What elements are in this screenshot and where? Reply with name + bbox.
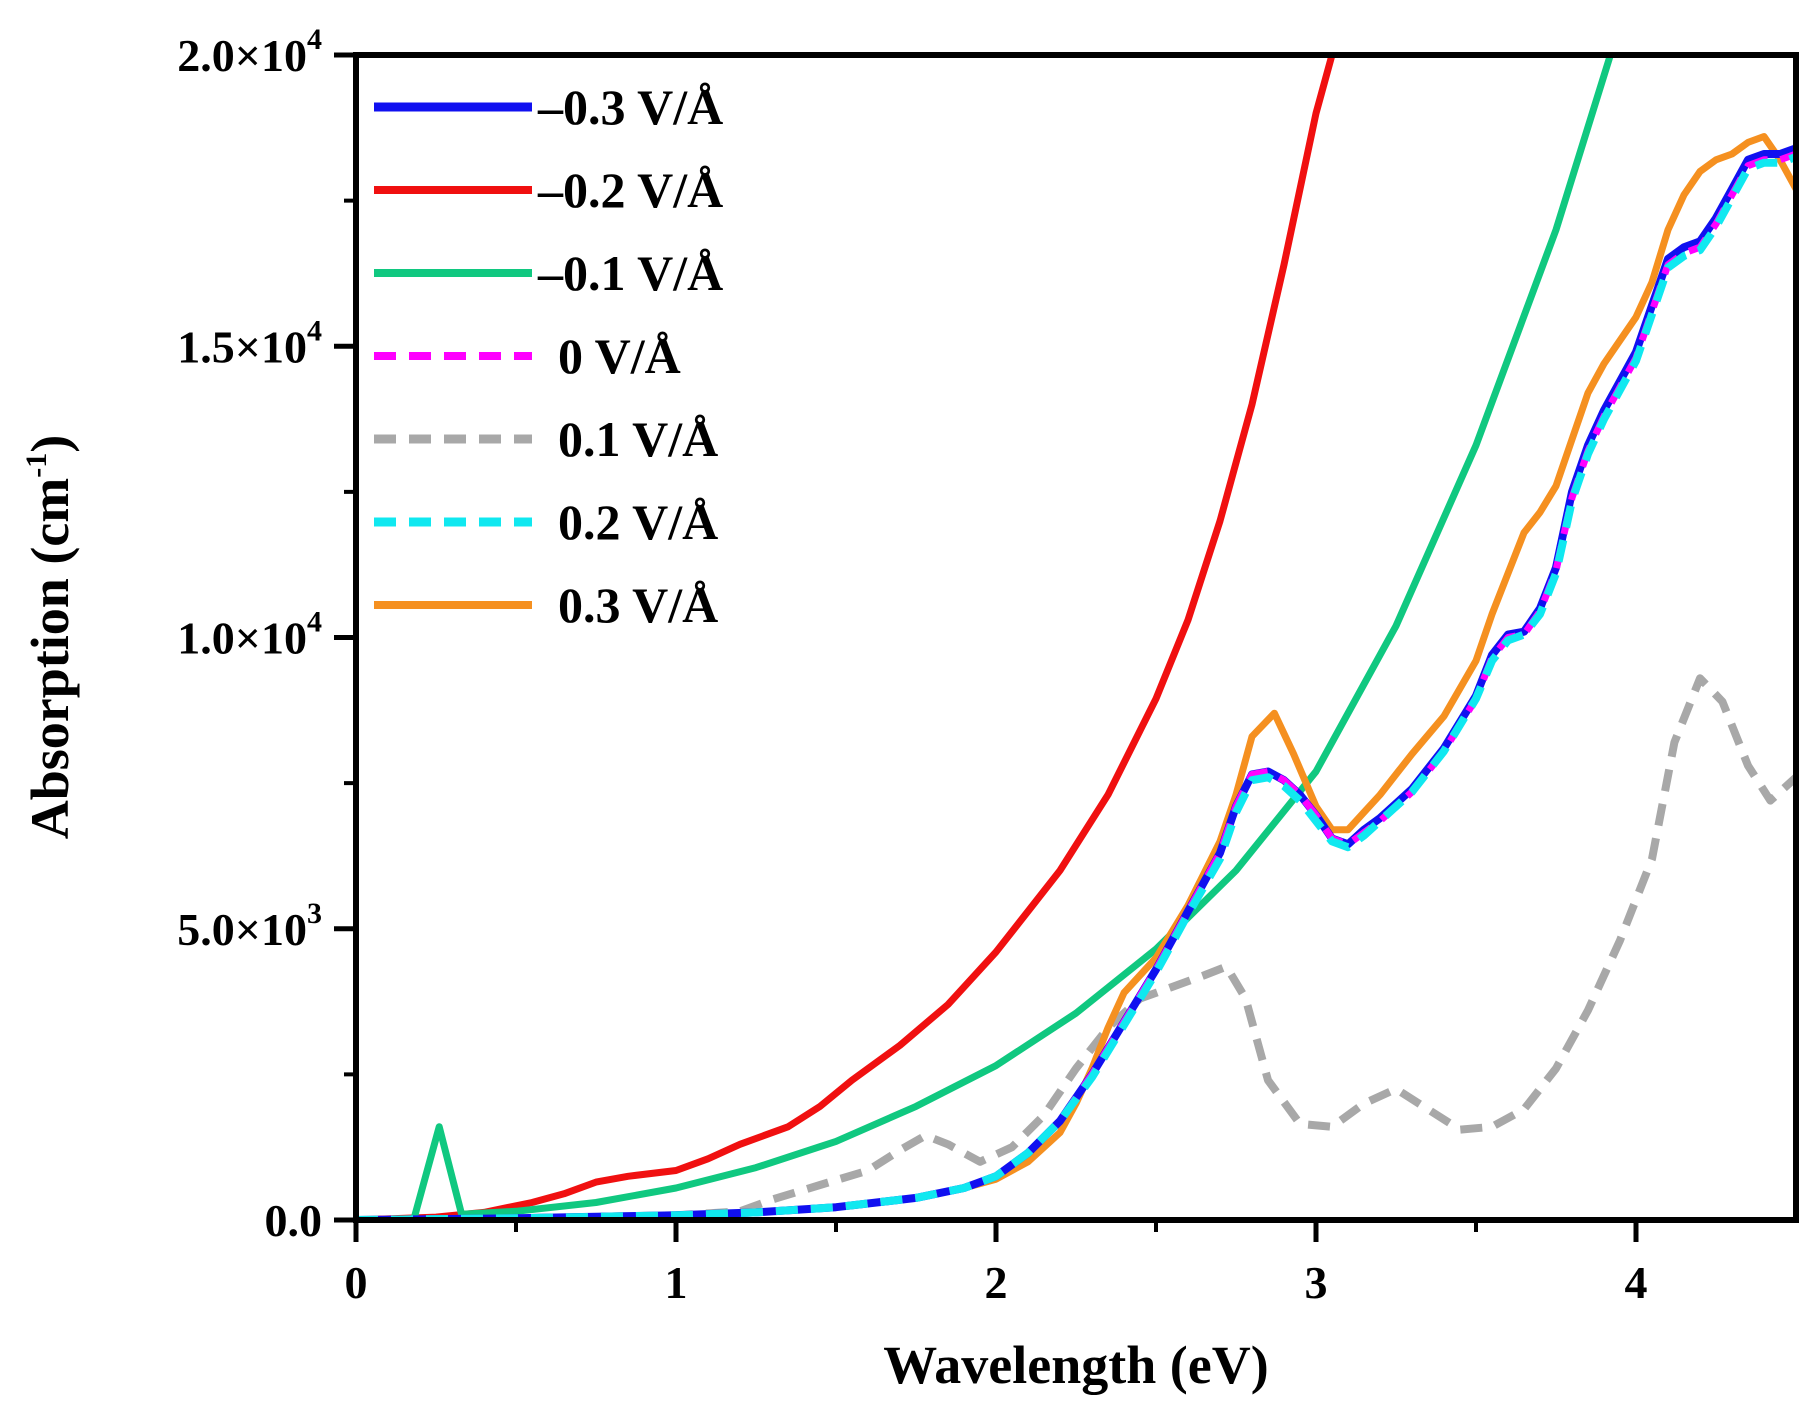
x-tick-label: 4 (1625, 1257, 1648, 1308)
y-tick-label: 0.0 (265, 1195, 323, 1246)
y-tick-label: 1.0×104 (177, 606, 322, 664)
x-axis-title: Wavelength (eV) (883, 1335, 1268, 1395)
series-line-1-0-2-v (356, 55, 1336, 1220)
legend-label-5-0-2-v: 0.2 V/Å (558, 494, 718, 550)
legend-label-1-0-2-v: –0.2 V/Å (537, 162, 723, 218)
series-line-0-0-3-v (356, 144, 1796, 1220)
series-line-5-0-2-v (356, 153, 1796, 1220)
legend-label-3-0-v: 0 V/Å (558, 328, 681, 384)
y-axis-title-superscript: -1 (20, 453, 53, 478)
y-tick-label: 5.0×103 (177, 897, 322, 955)
legend-label-0-0-3-v: –0.3 V/Å (537, 79, 723, 135)
plot-frame (353, 52, 1799, 1223)
y-tick-label: 1.5×104 (177, 314, 322, 372)
x-tick-label: 3 (1305, 1257, 1328, 1308)
legend-label-6-0-3-v: 0.3 V/Å (558, 577, 718, 633)
x-tick-label: 2 (985, 1257, 1008, 1308)
series-line-6-0-3-v (356, 133, 1796, 1220)
series-line-2-0-1-v (356, 55, 1614, 1220)
series-line-4-0-1-v (356, 674, 1796, 1220)
legend-label-2-0-1-v: –0.1 V/Å (537, 245, 723, 301)
y-tick-label: 2.0×104 (177, 23, 322, 81)
x-tick-label: 0 (345, 1257, 368, 1308)
legend-label-4-0-1-v: 0.1 V/Å (558, 411, 718, 467)
x-tick-label: 1 (665, 1257, 688, 1308)
y-axis-title-close: ) (20, 435, 80, 453)
y-axis-title: Absorption (cm-1) (20, 435, 80, 839)
series-line-3-0-v (356, 150, 1796, 1220)
y-axis-title-main: Absorption (cm (20, 478, 80, 840)
